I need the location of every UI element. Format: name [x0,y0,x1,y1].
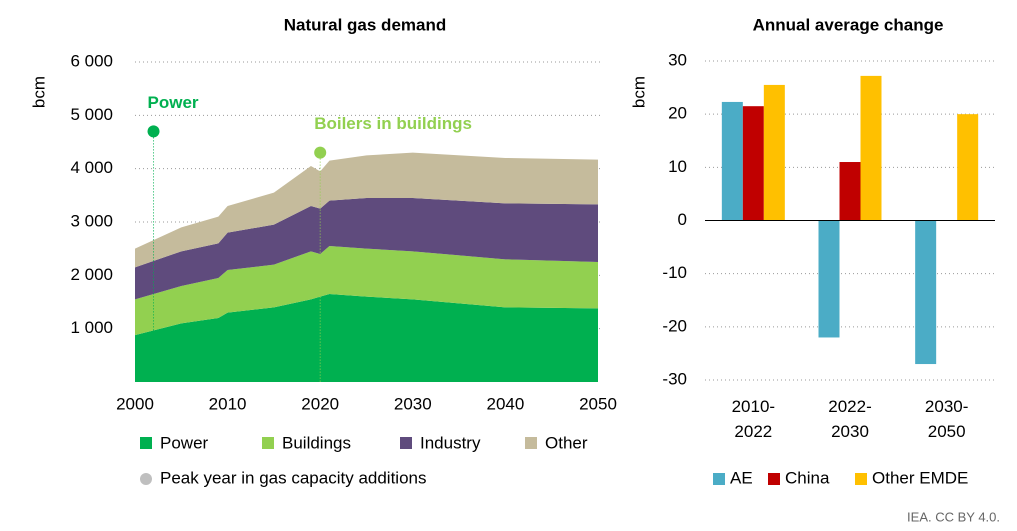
legend-label: Industry [420,433,481,452]
y-tick-label: 30 [668,50,687,69]
annotation-marker [314,146,327,159]
y-tick-label: -20 [662,316,687,335]
legend-label: Other EMDE [872,468,968,487]
legend-swatch [768,473,780,485]
y-tick-label: 6 000 [70,51,113,70]
x-tick-label: 2050 [579,394,617,413]
bar [763,84,785,221]
x-tick-label-line: 2030 [831,422,869,441]
y-axis-label: bcm [629,76,648,108]
bar [742,106,764,221]
legend-swatch [855,473,867,485]
y-tick-label: 4 000 [70,158,113,177]
x-tick-label: 2010 [209,394,247,413]
bar [860,75,882,221]
bar [721,101,743,221]
bar [915,220,937,365]
annotation: Boilers in buildings [314,114,472,133]
chart-title: Annual average change [753,15,944,34]
y-tick-label: 5 000 [70,105,113,124]
annotation: Power [148,93,199,112]
y-tick-label: -30 [662,369,687,388]
y-tick-label: 1 000 [70,318,113,337]
legend-marker [140,473,152,485]
y-tick-label: 20 [668,104,687,123]
x-tick-label: 2022- 2030 [828,397,871,441]
x-tick-label-line: 2050 [928,422,966,441]
bar [839,162,861,221]
y-tick-label: -10 [662,263,687,282]
area [135,152,598,268]
y-tick-label: 0 [678,210,687,229]
legend-swatch [400,437,412,449]
x-tick-label: 2030- 2050 [925,397,968,441]
x-tick-label: 2000 [116,394,154,413]
credit: IEA. CC BY 4.0. [907,509,1000,524]
legend-swatch [140,437,152,449]
legend-swatch [525,437,537,449]
legend-label: China [785,468,830,487]
x-tick-label: 2030 [394,394,432,413]
y-tick-label: 10 [668,157,687,176]
x-tick-label-line: 2022- [828,397,871,416]
chart-title: Natural gas demand [284,15,447,34]
x-tick-label-line: 2022 [734,422,772,441]
y-tick-label: 2 000 [70,265,113,284]
legend-label: AE [730,468,753,487]
x-tick-label: 2010- 2022 [732,397,775,441]
legend-swatch [713,473,725,485]
legend-label: Peak year in gas capacity additions [160,468,427,487]
x-tick-label: 2020 [301,394,339,413]
bar [818,220,840,338]
bar [957,114,979,221]
legend-label: Buildings [282,433,351,452]
legend-label: Power [160,433,209,452]
x-tick-label-line: 2010- [732,397,775,416]
area [135,294,598,382]
annotation-marker [147,125,160,138]
x-tick-label-line: 2030- [925,397,968,416]
area [135,246,598,336]
y-tick-label: 3 000 [70,211,113,230]
legend-swatch [262,437,274,449]
area [135,198,598,300]
x-tick-label: 2040 [486,394,524,413]
y-axis-label: bcm [29,76,48,108]
legend-label: Other [545,433,588,452]
